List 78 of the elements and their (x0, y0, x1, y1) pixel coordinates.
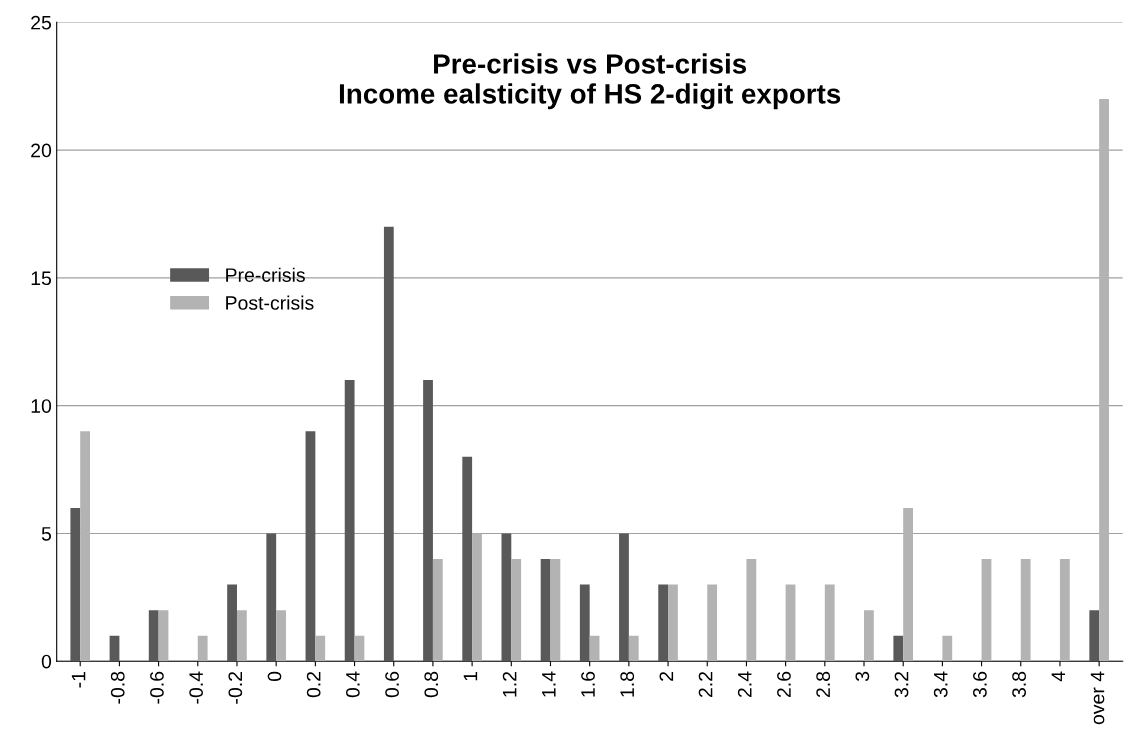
bar (109, 635, 120, 662)
bar (472, 533, 482, 662)
x-tick-label: 2.2 (698, 671, 713, 698)
x-tick-label: -0.8 (110, 671, 125, 704)
bar (197, 635, 208, 662)
x-tick-label: over 4 (1090, 671, 1105, 725)
text: Pre-crisis vs Post-crisis Income ealsticity of HS 2-digit exports (339, 53, 841, 110)
x-tick-label: 3.4 (933, 671, 948, 698)
bar (423, 380, 433, 662)
bar (1020, 559, 1031, 662)
bar (1089, 610, 1100, 662)
bar (158, 610, 169, 662)
bar (658, 584, 669, 662)
bar (70, 507, 81, 662)
legend-label: Pre-crisis (226, 267, 305, 282)
y-tick-label: 5 (41, 527, 52, 541)
x-tick-label: 1.2 (502, 671, 517, 697)
bar (344, 380, 355, 662)
x-tick-label: 1.8 (620, 671, 635, 697)
bar (903, 507, 913, 662)
x-tick-label: 0.6 (385, 671, 399, 698)
bar (981, 559, 992, 662)
bar (785, 584, 796, 662)
y-tick-label: 20 (31, 143, 52, 158)
x-tick-label: 0.4 (345, 671, 360, 698)
bar (550, 559, 561, 662)
x-tick-label: 1.6 (581, 671, 595, 697)
x-tick-label: 2 (659, 671, 674, 681)
bar (236, 610, 247, 662)
bar (893, 635, 904, 662)
bar (1099, 98, 1109, 662)
x-tick-label: 0.8 (424, 671, 439, 698)
x-tick-label: 0 (267, 671, 282, 682)
x-tick-label: 1 (463, 671, 478, 681)
bar (589, 635, 600, 662)
bar (540, 559, 551, 662)
x-tick-label: -0.2 (228, 671, 243, 704)
bar (354, 635, 365, 662)
x-tick-label: 1.4 (542, 671, 556, 697)
bar (276, 610, 286, 662)
bar (668, 584, 678, 662)
bar (511, 559, 522, 662)
x-tick-label: 3.8 (1012, 671, 1026, 698)
x-tick-label: -1 (71, 671, 86, 688)
bar (315, 635, 326, 662)
y-tick-label: 10 (31, 399, 52, 413)
bar (266, 533, 277, 662)
bar (628, 635, 639, 662)
bar (305, 431, 316, 662)
bar (462, 456, 473, 662)
bar (383, 226, 394, 662)
bar (824, 584, 835, 662)
x-tick-label: -0.4 (189, 671, 203, 704)
bar (1059, 559, 1070, 662)
y-tick-label: 0 (41, 654, 52, 669)
y-tick-label: 25 (31, 15, 52, 30)
bar (707, 584, 718, 662)
bar (432, 559, 443, 662)
bar (80, 431, 91, 662)
bar (942, 635, 953, 662)
legend-label: Post-crisis (226, 295, 314, 310)
x-tick-label: 2.4 (737, 671, 752, 698)
x-tick-label: 0.2 (306, 671, 321, 698)
bar (227, 584, 237, 662)
bar (148, 610, 159, 662)
x-tick-label: 2.6 (777, 671, 791, 698)
bar (579, 584, 590, 662)
x-tick-label: 3.6 (973, 671, 987, 698)
x-tick-label: 4 (1051, 671, 1065, 682)
bar (746, 559, 757, 662)
x-tick-label: 3.2 (894, 671, 909, 698)
x-tick-label: 2.8 (816, 671, 831, 698)
bar (619, 533, 629, 662)
bar (501, 533, 512, 662)
x-tick-label: 3 (855, 671, 870, 682)
y-tick-label: 15 (31, 271, 52, 286)
x-tick-label: -0.6 (150, 671, 164, 704)
bar (864, 610, 874, 662)
